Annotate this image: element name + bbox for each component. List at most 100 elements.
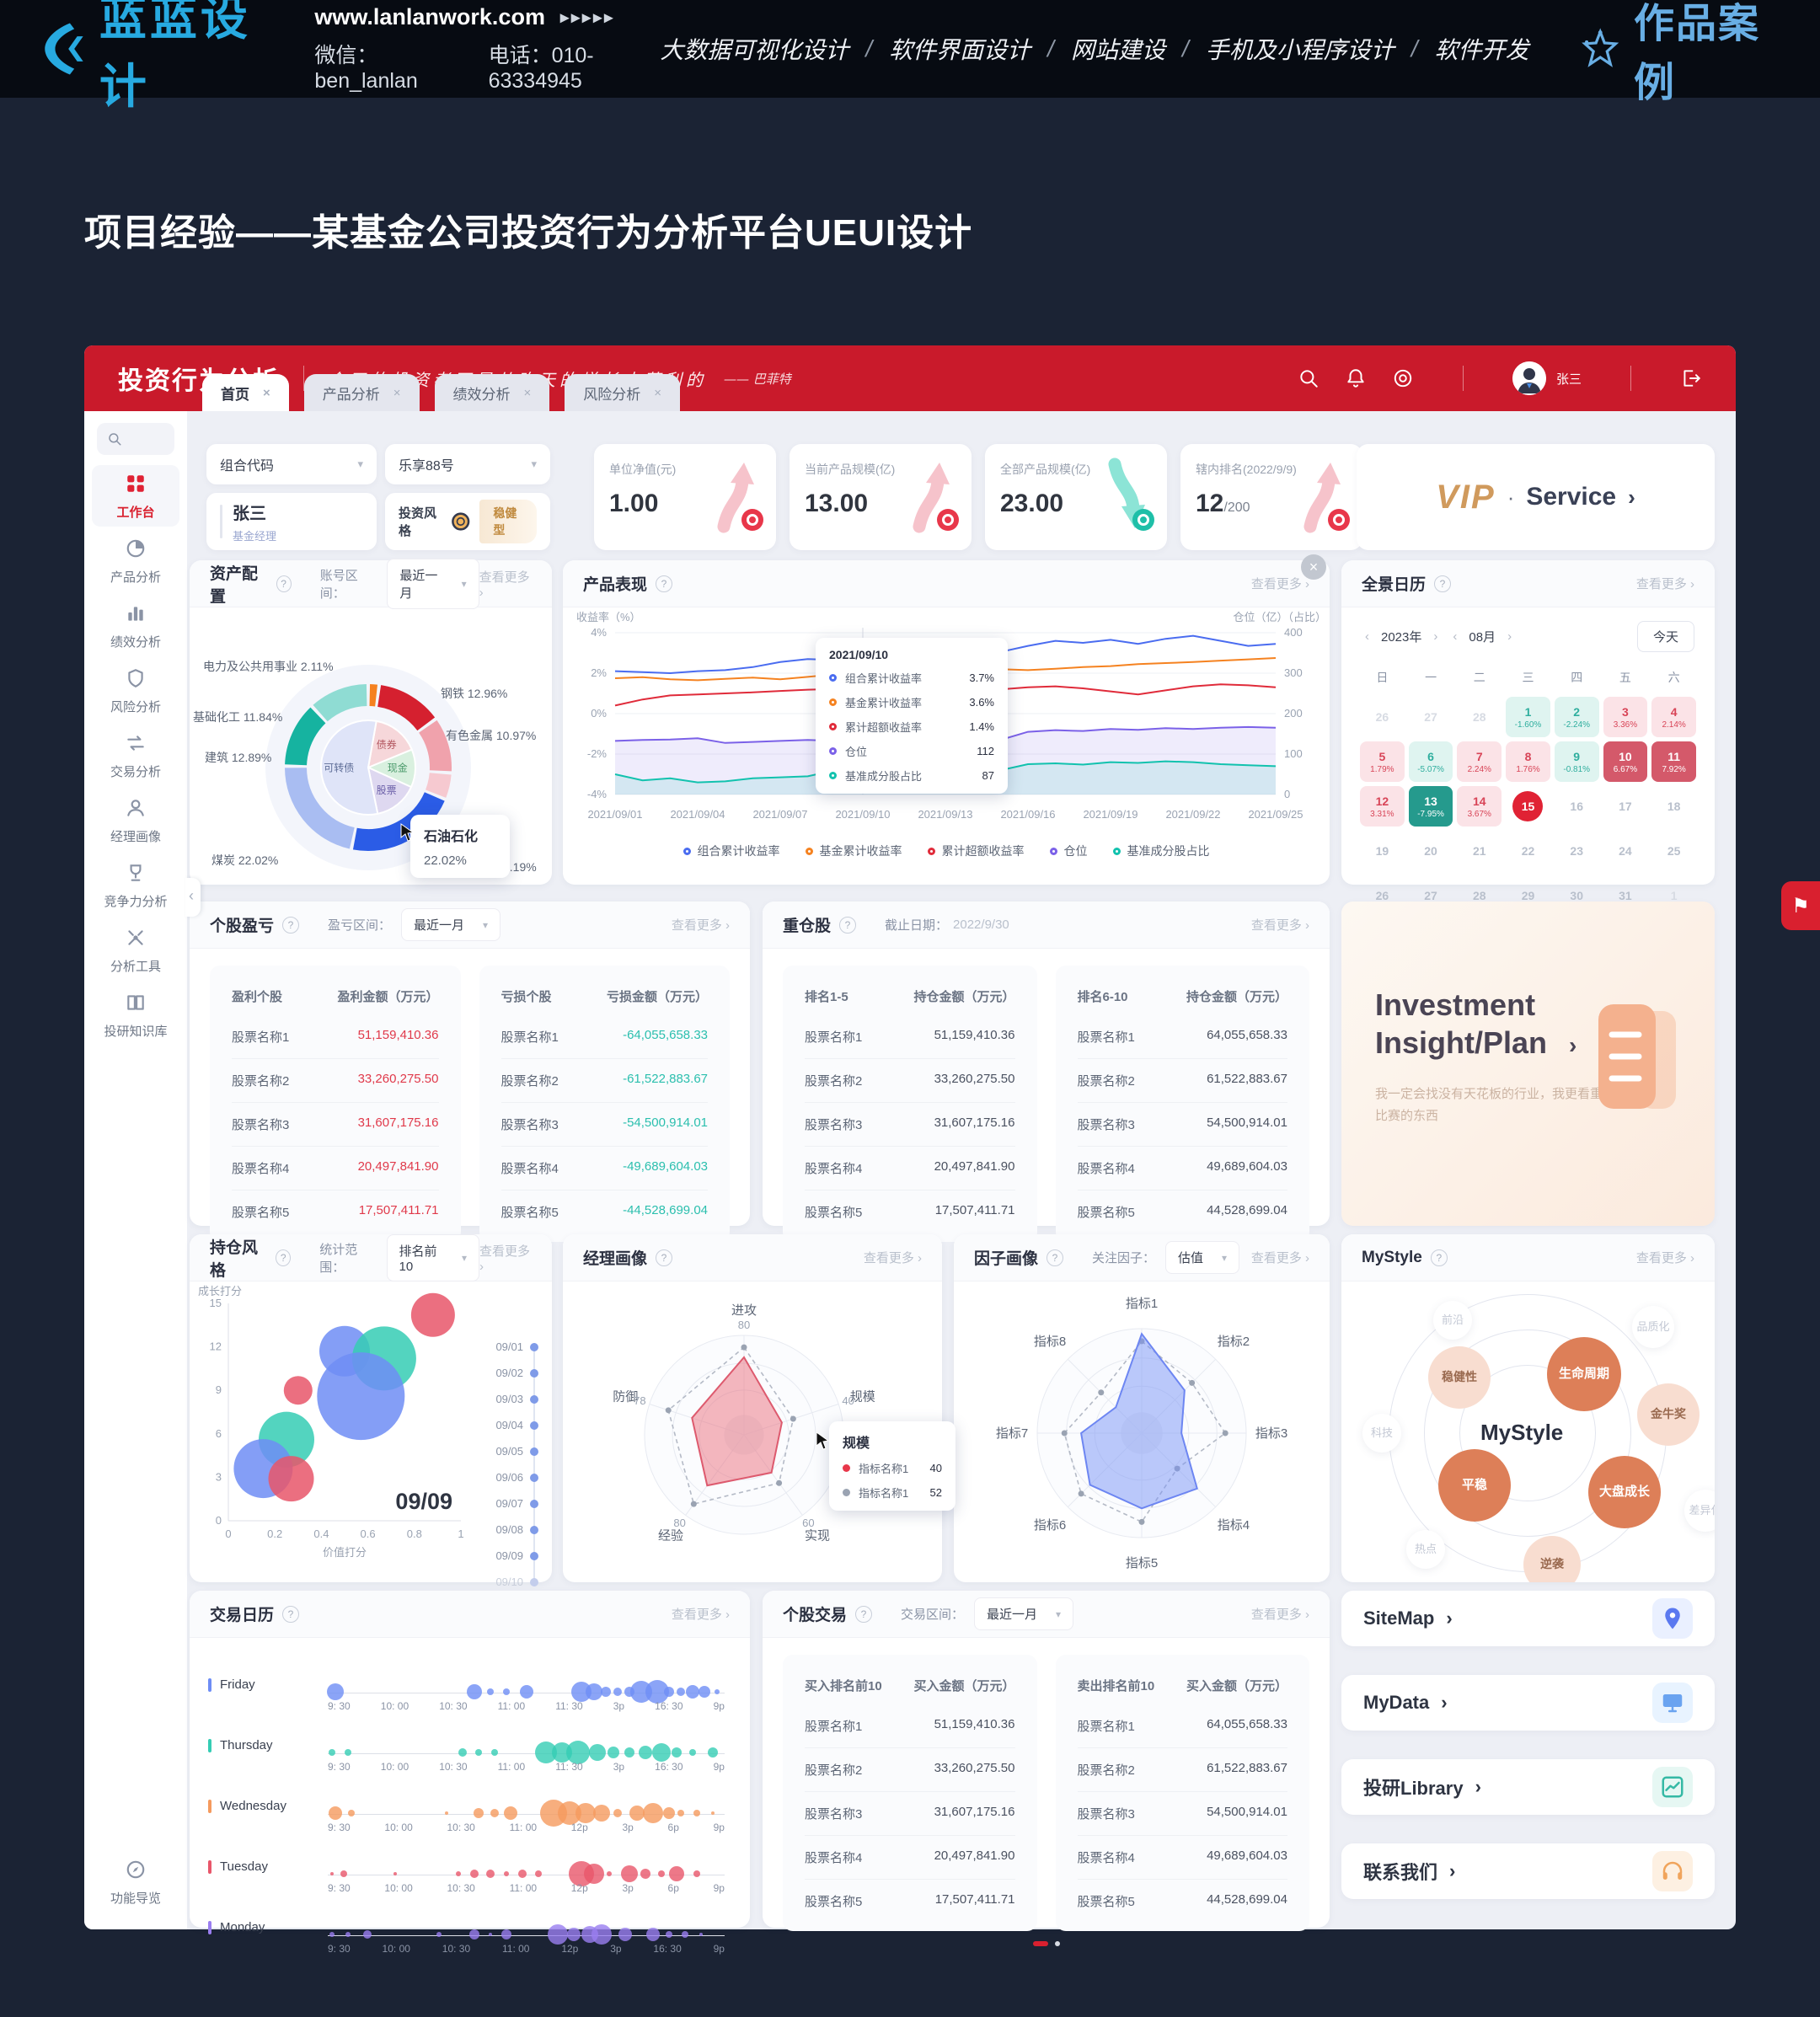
focus-select[interactable]: 估值	[1165, 1241, 1240, 1274]
user-menu[interactable]: 张三	[1512, 361, 1582, 395]
legend-item[interactable]: 累计超额收益率	[927, 843, 1025, 859]
timeline-item[interactable]: 09/06	[495, 1471, 538, 1484]
timeline-item[interactable]: 09/03	[495, 1393, 538, 1405]
style-bubble[interactable]: 品质化	[1632, 1306, 1674, 1348]
search-icon[interactable]	[1298, 367, 1320, 389]
calendar-day[interactable]: 3 3.36%	[1603, 697, 1648, 737]
prev-month-icon[interactable]: ‹	[1453, 629, 1458, 644]
tab-风险分析[interactable]: 风险分析	[565, 374, 681, 411]
sidebar-item-投研知识库[interactable]: 投研知识库	[92, 984, 179, 1046]
legend-item[interactable]: 仓位	[1049, 843, 1088, 859]
more-link[interactable]: 查看更多	[1251, 575, 1309, 592]
calendar-day[interactable]: 8 1.76%	[1506, 741, 1550, 782]
next-month-icon[interactable]: ›	[1507, 629, 1512, 644]
prev-year-icon[interactable]: ‹	[1365, 629, 1369, 644]
style-bubble[interactable]: 金牛奖	[1637, 1383, 1700, 1446]
calendar-day[interactable]: 12 3.31%	[1360, 786, 1405, 827]
sidebar-item-交易分析[interactable]: 交易分析	[92, 725, 179, 786]
more-link[interactable]: 查看更多	[479, 568, 532, 600]
calendar-day[interactable]: 5 1.79%	[1360, 741, 1405, 782]
calendar-day[interactable]: 21	[1457, 831, 1502, 871]
help-icon[interactable]	[855, 1605, 873, 1623]
close-icon[interactable]	[654, 386, 661, 400]
style-bubble[interactable]: 平稳	[1438, 1449, 1511, 1522]
site-url[interactable]: www.lanlanwork.com	[314, 4, 545, 29]
tab-首页[interactable]: 首页	[202, 374, 289, 411]
style-bubble[interactable]: 科技	[1362, 1414, 1401, 1453]
style-bubble[interactable]: 大盘成长	[1588, 1456, 1661, 1528]
cases-link[interactable]: 作品案例	[1580, 0, 1780, 108]
more-link[interactable]: 查看更多	[479, 1242, 532, 1274]
page-dot-active[interactable]	[1032, 1941, 1048, 1946]
sidebar-item-分析工具[interactable]: 分析工具	[92, 919, 179, 981]
calendar-day[interactable]: 13 -7.95%	[1408, 786, 1453, 827]
calendar-day[interactable]: 10 6.67%	[1603, 741, 1648, 782]
style-bubble[interactable]: 逆袭	[1523, 1536, 1581, 1582]
calendar-day[interactable]: 9 -0.81%	[1554, 741, 1599, 782]
sidebar-item-绩效分析[interactable]: 绩效分析	[92, 595, 179, 656]
sidebar-search[interactable]	[97, 423, 174, 455]
legend-item[interactable]: 组合累计收益率	[682, 843, 780, 859]
calendar-day[interactable]: 29	[1506, 875, 1550, 916]
vip-service-banner[interactable]: VIP · Service	[1357, 444, 1715, 550]
logout-icon[interactable]	[1680, 367, 1702, 389]
more-link[interactable]: 查看更多	[1251, 916, 1309, 934]
investment-insight-card[interactable]: Investment Insight/Plan 我一定会找没有天花板的行业，我更…	[1341, 901, 1715, 1226]
quick-link-联系我们[interactable]: 联系我们	[1341, 1843, 1715, 1899]
style-bubble[interactable]: 生命周期	[1547, 1337, 1621, 1411]
gear-icon[interactable]	[1392, 367, 1414, 389]
calendar-day[interactable]: 28	[1457, 697, 1502, 737]
timeline-item[interactable]: 09/07	[495, 1497, 538, 1510]
calendar-day[interactable]: 7 2.24%	[1457, 741, 1502, 782]
scope-select[interactable]: 排名前10	[386, 1233, 479, 1281]
timeline-item[interactable]: 09/09	[495, 1549, 538, 1562]
bell-icon[interactable]	[1345, 367, 1367, 389]
timeline-item[interactable]: 09/02	[495, 1367, 538, 1379]
more-link[interactable]: 查看更多	[1251, 1249, 1309, 1266]
sidebar-item-经理画像[interactable]: 经理画像	[92, 789, 179, 851]
timeline-item[interactable]: 09/04	[495, 1419, 538, 1431]
sidebar-item-功能导览[interactable]: 功能导览	[92, 1851, 179, 1913]
timeline-item[interactable]: 09/10	[495, 1576, 538, 1588]
feedback-flag-button[interactable]	[1781, 881, 1820, 930]
tab-绩效分析[interactable]: 绩效分析	[434, 374, 550, 411]
tab-产品分析[interactable]: 产品分析	[303, 374, 420, 411]
calendar-day[interactable]: 11 7.92%	[1651, 741, 1696, 782]
calendar-day[interactable]: 2 -2.24%	[1554, 697, 1599, 737]
more-link[interactable]: 查看更多	[1636, 1249, 1694, 1266]
quick-link-MyData[interactable]: MyData	[1341, 1675, 1715, 1731]
calendar-day[interactable]: 15	[1506, 786, 1550, 827]
calendar-day[interactable]: 4 2.14%	[1651, 697, 1696, 737]
legend-item[interactable]: 基准成分股占比	[1112, 843, 1210, 859]
sidebar-collapse-handle[interactable]	[185, 878, 201, 917]
calendar-day[interactable]: 20	[1409, 831, 1453, 871]
calendar-day[interactable]: 1 -1.60%	[1506, 697, 1550, 737]
sidebar-item-竞争力分析[interactable]: 竞争力分析	[92, 854, 179, 916]
help-icon[interactable]	[1430, 1249, 1448, 1266]
calendar-day[interactable]: 27	[1409, 697, 1453, 737]
close-icon[interactable]	[1301, 554, 1326, 580]
calendar-day[interactable]: 24	[1603, 831, 1648, 871]
style-bubble[interactable]: 热点	[1406, 1530, 1445, 1569]
sidebar-item-产品分析[interactable]: 产品分析	[92, 530, 179, 591]
calendar-day[interactable]: 22	[1506, 831, 1550, 871]
calendar-day[interactable]: 16	[1555, 786, 1599, 827]
calendar-day[interactable]: 28	[1457, 875, 1502, 916]
calendar-day[interactable]: 23	[1555, 831, 1599, 871]
timeline-item[interactable]: 09/01	[495, 1340, 538, 1353]
calendar-day[interactable]: 14 3.67%	[1457, 786, 1502, 827]
help-icon[interactable]	[282, 916, 300, 934]
more-link[interactable]: 查看更多	[864, 1249, 922, 1266]
timeline-item[interactable]: 09/08	[495, 1523, 538, 1536]
calendar-day[interactable]: 19	[1360, 831, 1405, 871]
sidebar-item-风险分析[interactable]: 风险分析	[92, 660, 179, 721]
quick-link-投研Library[interactable]: 投研Library	[1341, 1759, 1715, 1815]
range-select[interactable]: 最近一月	[387, 558, 479, 609]
calendar-day[interactable]: 30	[1555, 875, 1599, 916]
calendar-day[interactable]: 1	[1651, 875, 1696, 916]
combo-name-select[interactable]: 乐享88号	[385, 444, 550, 484]
quick-link-SiteMap[interactable]: SiteMap	[1341, 1591, 1715, 1646]
calendar-day[interactable]: 17	[1603, 786, 1648, 827]
style-bubble[interactable]: 差异化	[1684, 1490, 1715, 1532]
more-link[interactable]: 查看更多	[672, 1605, 730, 1623]
